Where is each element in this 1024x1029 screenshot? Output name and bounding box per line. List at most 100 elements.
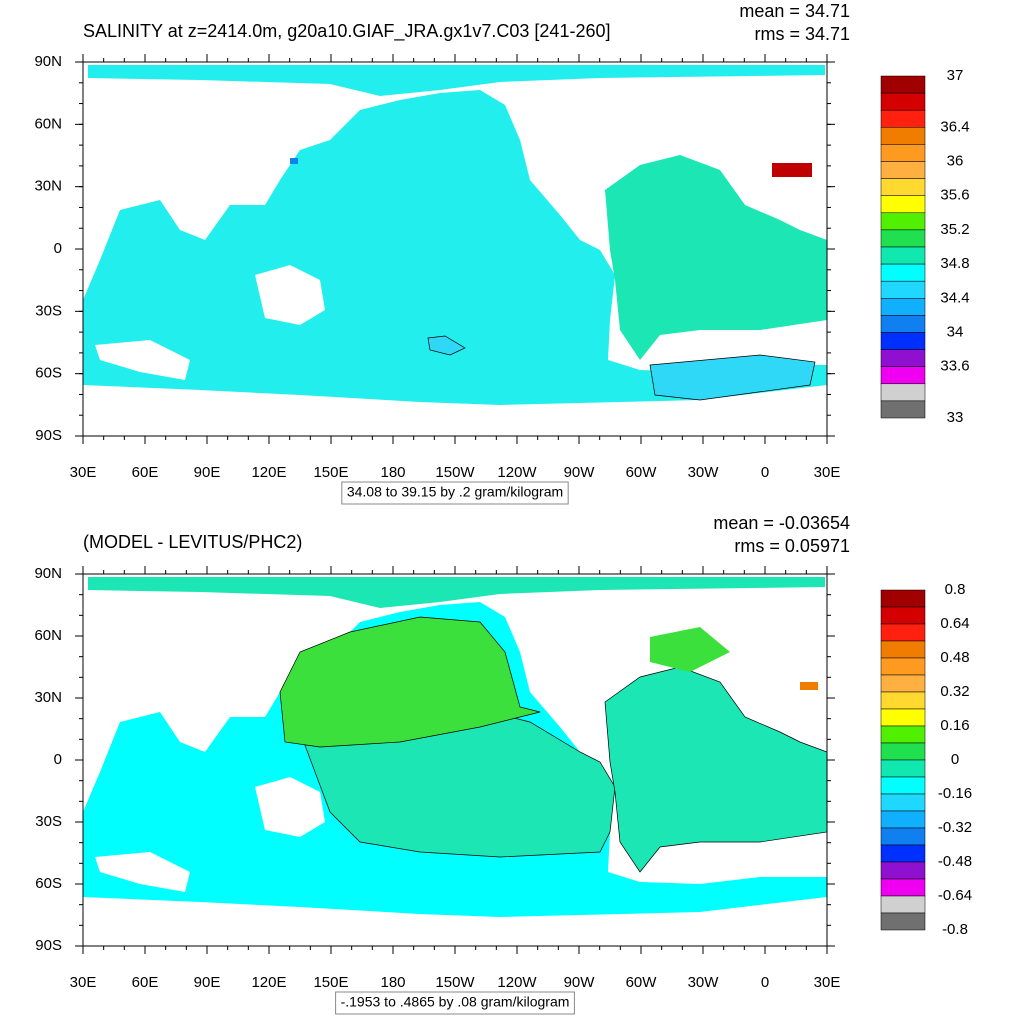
footer-box <box>335 991 575 1015</box>
lon-label: 60W <box>626 974 658 991</box>
colorbar-box <box>880 776 926 795</box>
colorbar-box <box>880 861 926 880</box>
colorbar-box <box>880 742 926 761</box>
lat-label: 90N <box>34 53 62 70</box>
colorbar-box <box>880 263 926 282</box>
colorbar-box <box>880 246 926 265</box>
colorbar-box <box>880 878 926 897</box>
footer: -.1953 to .4865 by .08 gram/kilogram <box>341 994 570 1010</box>
lat-label: 30N <box>34 178 62 195</box>
colorbar-box <box>880 674 926 693</box>
colorbar-box <box>880 725 926 744</box>
lon-label: 60W <box>626 464 658 481</box>
lat-label: 0 <box>54 751 62 768</box>
lon-label: 30W <box>688 464 720 481</box>
colorbar-box <box>880 400 926 419</box>
lat-label: 30S <box>35 302 62 319</box>
colorbar-label: 37 <box>947 67 964 84</box>
lon-label: 120W <box>497 464 537 481</box>
colorbar-box <box>880 366 926 385</box>
lon-label: 150W <box>435 974 475 991</box>
colorbar-box <box>880 759 926 778</box>
lon-label: 30E <box>814 974 841 991</box>
lat-label: 30N <box>34 689 62 706</box>
colorbar-label: -0.48 <box>938 853 972 870</box>
colorbar-box <box>880 144 926 162</box>
map-panel-2 <box>83 577 828 917</box>
lon-label: 90E <box>194 464 221 481</box>
lon-label: 30E <box>70 974 97 991</box>
lon-label: 30E <box>814 464 841 481</box>
colorbar-box <box>880 298 926 316</box>
colorbar-box <box>880 810 926 829</box>
colorbar-label: 0.32 <box>940 683 969 700</box>
map-panel-1 <box>83 65 827 405</box>
lat-label: 60S <box>35 875 62 892</box>
colorbar-box <box>880 92 926 111</box>
colorbar-label: 0 <box>951 751 959 768</box>
colorbar-label: 0.64 <box>940 615 969 632</box>
lat-label: 0 <box>54 240 62 257</box>
colorbar-label: 0.48 <box>940 649 969 666</box>
lat-label: 60S <box>35 365 62 382</box>
lon-label: 60E <box>132 974 159 991</box>
colorbar-box <box>880 75 926 94</box>
lat-label: 90N <box>34 565 62 582</box>
lon-label: 120E <box>251 464 286 481</box>
stat-label: mean = 34.71 <box>739 1 850 21</box>
lon-label: 180 <box>380 974 405 991</box>
lon-label: 150E <box>313 974 348 991</box>
colorbar-box <box>880 657 926 676</box>
panel-title: (MODEL - LEVITUS/PHC2) <box>83 532 302 552</box>
colorbar-box <box>880 589 926 608</box>
colorbar-box <box>880 895 926 914</box>
colorbar-box <box>880 280 926 299</box>
lon-label: 90W <box>564 464 596 481</box>
lon-label: 30E <box>70 464 97 481</box>
colorbar-label: 0.8 <box>945 581 966 598</box>
lat-label: 60N <box>34 627 62 644</box>
lon-label: 90E <box>194 974 221 991</box>
lon-label: 120E <box>251 974 286 991</box>
colorbar-box <box>880 349 926 367</box>
footer: 34.08 to 39.15 by .2 gram/kilogram <box>347 484 563 500</box>
colorbar-label: -0.32 <box>938 819 972 836</box>
lon-label: 90W <box>564 974 596 991</box>
colorbar-box <box>880 793 926 812</box>
lat-label: 30S <box>35 813 62 830</box>
stat-label: rms = 34.71 <box>754 24 850 44</box>
colorbar-label: 35.2 <box>940 221 969 238</box>
colorbar-label: 35.6 <box>940 187 969 204</box>
colorbar-box <box>880 691 926 710</box>
lon-label: 150W <box>435 464 475 481</box>
colorbar-box <box>880 623 926 642</box>
colorbar-label: 34.8 <box>940 255 969 272</box>
lat-label: 90S <box>35 937 62 954</box>
colorbar-box <box>880 178 926 196</box>
lon-label: 0 <box>761 974 769 991</box>
lon-label: 180 <box>380 464 405 481</box>
colorbar-box <box>880 912 926 931</box>
panel-title: SALINITY at z=2414.0m, g20a10.GIAF_JRA.g… <box>83 21 610 42</box>
lon-label: 60E <box>132 464 159 481</box>
colorbar-label: 36 <box>947 152 964 169</box>
colorbar-label: -0.64 <box>938 887 972 904</box>
lat-label: 60N <box>34 115 62 132</box>
colorbar-box <box>880 109 926 128</box>
lon-label: 120W <box>497 974 537 991</box>
colorbar-label: 36.4 <box>940 118 969 135</box>
stat-label: mean = -0.03654 <box>713 513 850 533</box>
lat-label: 90S <box>35 427 62 444</box>
colorbar-box <box>880 127 926 145</box>
colorbar-box <box>880 161 926 179</box>
colorbar-box <box>880 606 926 625</box>
colorbar-box <box>880 708 926 727</box>
colorbar-box <box>880 212 926 231</box>
colorbar-box <box>880 195 926 214</box>
colorbar-box <box>880 315 926 333</box>
colorbar-box <box>880 383 926 402</box>
lon-label: 0 <box>761 464 769 481</box>
footer-box <box>341 481 569 505</box>
colorbar-label: -0.16 <box>938 785 972 802</box>
